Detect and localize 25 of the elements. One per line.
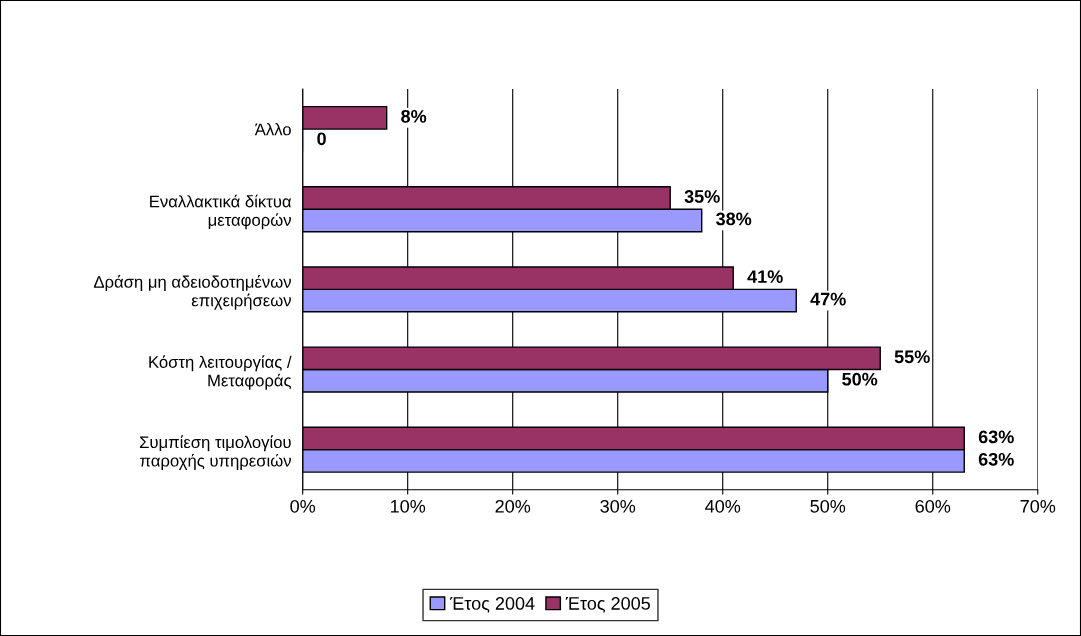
y-tick-label: Εναλλακτικά δίκτυα μεταφορών bbox=[150, 194, 292, 230]
y-tick-label: Κόστη λειτουργίας / Μεταφοράς bbox=[149, 355, 292, 390]
data-label: 47% bbox=[810, 292, 846, 306]
data-label: 63% bbox=[978, 452, 1014, 466]
y-tick-label: Συμπίεση τιμολογίου παροχής υπηρεσιών bbox=[139, 435, 291, 470]
data-label: 38% bbox=[716, 212, 752, 226]
x-tick-label: 50% bbox=[810, 499, 846, 513]
x-tick-label: 10% bbox=[391, 499, 426, 513]
data-label: 35% bbox=[684, 190, 720, 203]
y-tick-label: Άλλο bbox=[254, 123, 291, 136]
data-label: 63% bbox=[978, 430, 1014, 444]
x-tick-label: 30% bbox=[600, 499, 636, 513]
x-tick-label: 60% bbox=[915, 499, 951, 513]
data-label: 55% bbox=[894, 350, 930, 364]
data-label: 8% bbox=[401, 109, 427, 123]
y-tick-label: Δράση μη αδειοδοτημένων επιχειρήσεων bbox=[93, 275, 291, 310]
data-label: 0 bbox=[317, 132, 326, 146]
legend-label: Έτος 2005 bbox=[565, 597, 650, 613]
x-tick-label: 20% bbox=[495, 499, 531, 513]
x-tick-label: 0% bbox=[290, 499, 316, 513]
legend-label: Έτος 2004 bbox=[450, 597, 535, 613]
x-tick-label: 40% bbox=[705, 499, 741, 513]
data-label: 50% bbox=[842, 372, 878, 386]
x-tick-label: 70% bbox=[1020, 499, 1056, 513]
data-label: 41% bbox=[747, 270, 783, 283]
